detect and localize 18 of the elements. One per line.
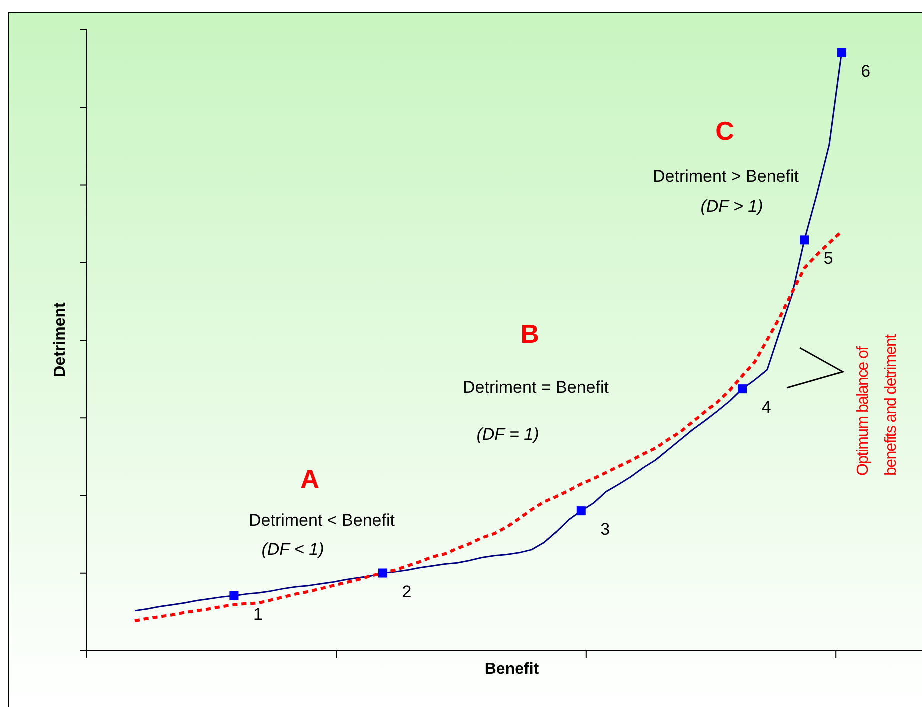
annotation: (DF = 1) [476, 425, 540, 444]
annotation: (DF < 1) [262, 540, 324, 559]
annotation: 2 [402, 582, 412, 602]
annotation: Detriment = Benefit [463, 378, 610, 397]
annotation: A [300, 464, 320, 494]
annotation: B [520, 319, 540, 349]
x-axis-title: Benefit [484, 661, 540, 678]
annotation: 4 [762, 398, 772, 418]
annotation: 3 [600, 520, 610, 540]
y-axis-title: Detriment [52, 302, 69, 378]
annotation: (DF > 1) [700, 197, 764, 216]
text: 6 [861, 62, 871, 81]
annotation: 1 [253, 604, 263, 624]
annotation: Detriment > Benefit [653, 167, 800, 186]
annotation: C [716, 116, 735, 146]
text: Optimum balance of benefits and detriment [855, 334, 900, 476]
annotation: 5 [824, 249, 834, 268]
annotation: Detriment < Benefit [249, 511, 396, 530]
